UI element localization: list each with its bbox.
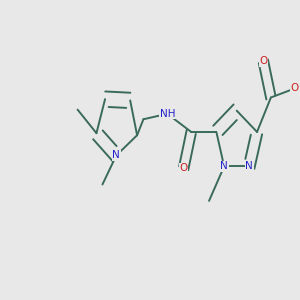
Text: N: N [245,161,253,171]
Text: N: N [112,151,120,160]
Text: O: O [259,56,268,66]
Text: O: O [291,83,299,93]
Text: N: N [220,161,228,171]
Text: NH: NH [160,109,175,119]
Text: O: O [179,163,188,173]
